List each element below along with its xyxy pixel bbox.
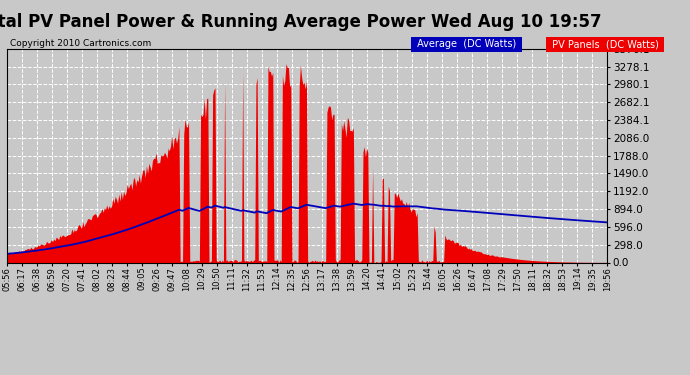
Text: PV Panels  (DC Watts): PV Panels (DC Watts): [549, 39, 662, 50]
Text: Average  (DC Watts): Average (DC Watts): [414, 39, 520, 50]
Text: Total PV Panel Power & Running Average Power Wed Aug 10 19:57: Total PV Panel Power & Running Average P…: [0, 13, 602, 31]
Text: Copyright 2010 Cartronics.com: Copyright 2010 Cartronics.com: [10, 39, 152, 48]
